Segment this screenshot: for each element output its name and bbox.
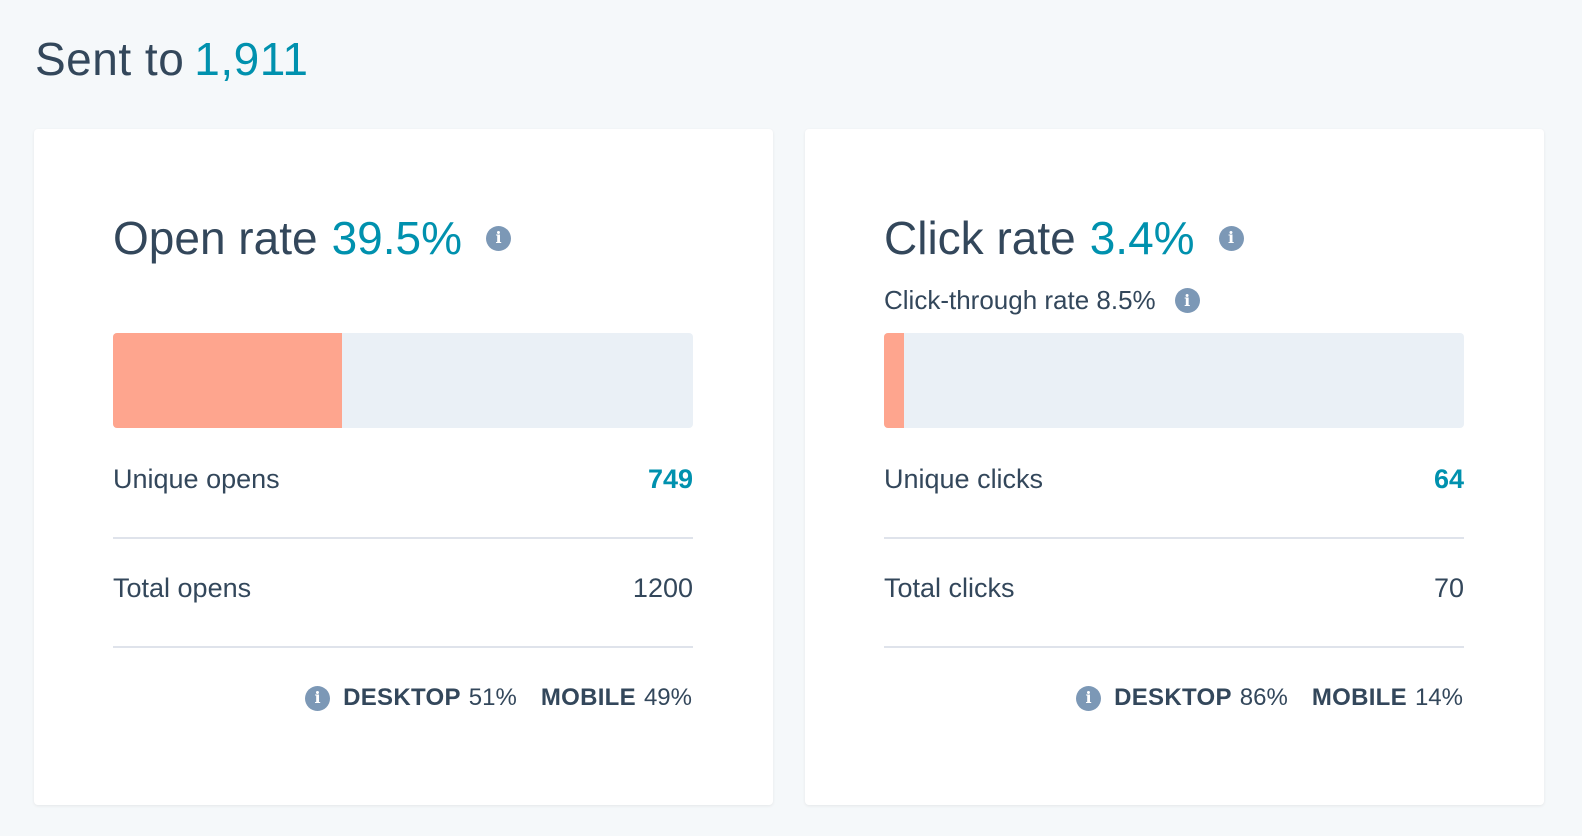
total-clicks-label: Total clicks [884, 573, 1015, 603]
open-rate-card: Open rate 39.5% i Unique opens 749 Total… [34, 129, 773, 805]
total-clicks-value: 70 [1433, 573, 1464, 603]
info-icon[interactable]: i [1218, 225, 1244, 251]
click-device-breakdown: i DESKTOP 86% MOBILE 14% [1076, 684, 1463, 712]
desktop-label: DESKTOP [343, 684, 461, 711]
open-rate-title: Open rate 39.5% i [113, 211, 512, 265]
click-rate-bar [884, 333, 1464, 428]
desktop-label: DESKTOP [1114, 684, 1232, 711]
desktop-value: 51% [468, 684, 517, 711]
mobile-label: MOBILE [540, 684, 636, 711]
click-rate-title: Click rate 3.4% i [884, 211, 1244, 265]
desktop-value: 86% [1239, 684, 1288, 711]
sent-to-count: 1,911 [194, 33, 309, 85]
divider [113, 537, 693, 539]
open-rate-bar-fill [113, 333, 343, 428]
info-icon[interactable]: i [305, 685, 331, 711]
info-icon[interactable]: i [486, 225, 512, 251]
sent-to-header: Sent to 1,911 [35, 32, 308, 86]
unique-clicks-row: Unique clicks 64 [884, 464, 1464, 495]
click-rate-value: 3.4% [1089, 212, 1195, 264]
open-rate-label: Open rate [113, 212, 318, 264]
click-rate-label: Click rate [884, 212, 1076, 264]
click-through-rate: Click-through rate 8.5% i [884, 285, 1200, 316]
open-rate-bar [113, 333, 693, 428]
unique-opens-label: Unique opens [113, 464, 280, 494]
unique-opens-row: Unique opens 749 [113, 464, 693, 495]
unique-clicks-label: Unique clicks [884, 464, 1044, 494]
click-through-rate-text: Click-through rate 8.5% [884, 285, 1156, 315]
mobile-value: 49% [643, 684, 692, 711]
divider [884, 537, 1464, 539]
open-rate-value: 39.5% [331, 212, 463, 264]
mobile-value: 14% [1414, 684, 1463, 711]
info-icon[interactable]: i [1174, 288, 1200, 313]
open-device-breakdown: i DESKTOP 51% MOBILE 49% [305, 684, 692, 712]
click-rate-card: Click rate 3.4% i Click-through rate 8.5… [805, 129, 1544, 805]
total-opens-row: Total opens 1200 [113, 573, 693, 604]
mobile-label: MOBILE [1311, 684, 1407, 711]
divider [884, 646, 1464, 648]
info-icon[interactable]: i [1076, 685, 1102, 711]
unique-clicks-value[interactable]: 64 [1433, 464, 1464, 494]
total-opens-value: 1200 [632, 573, 693, 603]
unique-opens-value[interactable]: 749 [647, 464, 693, 494]
total-clicks-row: Total clicks 70 [884, 573, 1464, 604]
total-opens-label: Total opens [113, 573, 252, 603]
divider [113, 646, 693, 648]
sent-to-label: Sent to [35, 33, 185, 85]
click-rate-bar-fill [884, 333, 904, 428]
